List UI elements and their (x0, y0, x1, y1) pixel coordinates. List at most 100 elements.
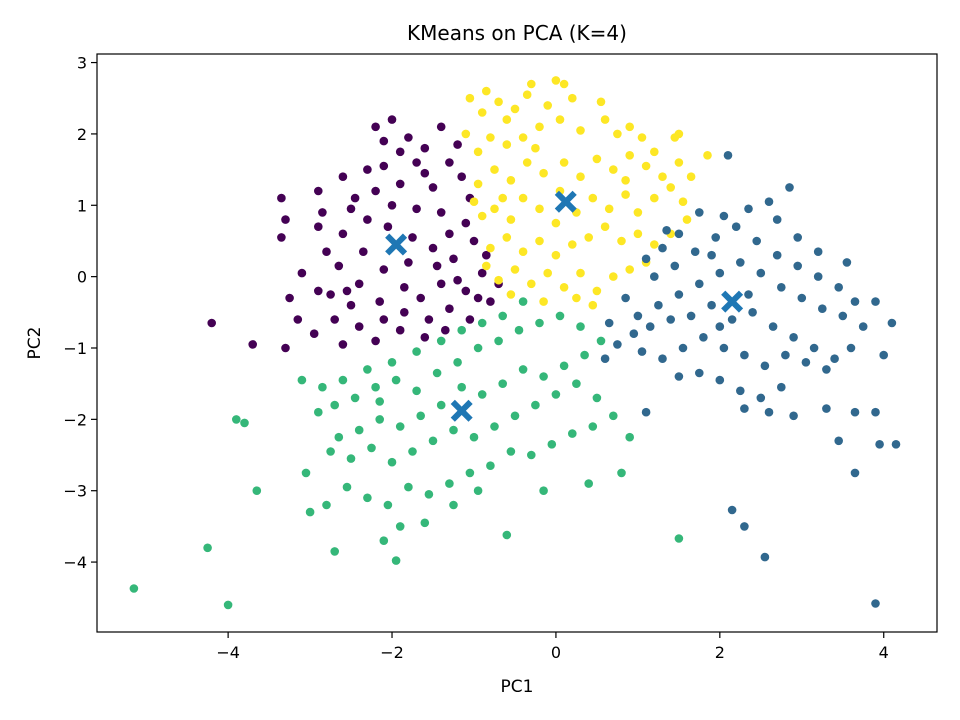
data-point (490, 204, 499, 214)
data-point (625, 122, 634, 132)
data-point (551, 250, 561, 260)
data-point (441, 325, 450, 335)
data-point (502, 140, 512, 149)
data-point (395, 325, 405, 335)
y-tick-label: 2 (77, 125, 87, 144)
data-point (518, 193, 528, 203)
data-point (539, 372, 548, 381)
data-point (395, 422, 405, 431)
centroid-marker (450, 399, 473, 422)
data-point (592, 393, 602, 403)
data-point (436, 279, 446, 289)
data-point (338, 172, 348, 181)
data-point (650, 193, 659, 203)
data-point (527, 450, 536, 460)
data-point (400, 283, 409, 292)
data-point (314, 186, 323, 196)
data-point (354, 425, 364, 435)
data-point (535, 204, 544, 214)
data-point (465, 315, 475, 324)
data-point (346, 454, 356, 463)
data-point (436, 336, 446, 346)
data-point (756, 393, 766, 403)
data-point (727, 315, 737, 324)
data-point (809, 343, 819, 353)
data-point (850, 297, 860, 306)
data-point (502, 233, 512, 242)
data-point (621, 293, 630, 303)
data-point (838, 311, 848, 321)
data-point (486, 243, 495, 253)
data-point (363, 215, 372, 224)
data-point (887, 318, 897, 328)
y-tick-label: −2 (63, 410, 87, 429)
data-point (404, 133, 413, 142)
data-point (412, 204, 421, 214)
data-point (387, 358, 397, 367)
data-point (375, 297, 385, 306)
data-point (359, 247, 368, 256)
data-point (834, 436, 843, 446)
centroid-marker (554, 190, 577, 213)
data-point (871, 599, 880, 608)
data-point (502, 115, 512, 124)
data-point (527, 279, 536, 289)
data-point (674, 534, 684, 543)
data-point (498, 311, 508, 321)
data-point (674, 372, 684, 381)
data-point (363, 165, 372, 174)
data-point (527, 79, 536, 89)
data-point (506, 176, 516, 185)
data-point (391, 556, 401, 565)
data-point (584, 233, 593, 242)
data-point (301, 468, 311, 478)
data-point (772, 215, 782, 224)
data-point (494, 275, 503, 285)
data-point (871, 297, 880, 306)
data-point (404, 482, 413, 492)
data-point (371, 382, 380, 392)
data-point (740, 522, 749, 531)
data-point (600, 354, 610, 364)
data-point (334, 432, 344, 442)
data-point (600, 222, 610, 231)
data-point (334, 261, 344, 271)
x-tick-label: −4 (216, 643, 240, 662)
data-point (322, 500, 331, 510)
data-point (568, 240, 577, 249)
data-point (477, 268, 487, 278)
data-point (203, 543, 212, 553)
data-point (785, 183, 794, 192)
data-point (506, 290, 516, 299)
data-point (420, 518, 430, 528)
data-point (531, 143, 540, 153)
data-point (482, 250, 491, 260)
data-point (326, 447, 335, 456)
chart-title: KMeans on PCA (K=4) (407, 21, 627, 45)
data-point (371, 122, 380, 132)
data-point (408, 447, 417, 456)
data-point (473, 293, 483, 303)
data-point (424, 490, 434, 499)
data-point (232, 415, 241, 424)
data-point (461, 129, 471, 139)
data-point (576, 322, 585, 331)
data-point (350, 393, 360, 403)
plot-frame (96, 53, 938, 633)
data-point (297, 375, 307, 385)
data-point (477, 211, 487, 221)
data-point (518, 297, 528, 306)
data-point (625, 151, 634, 160)
data-point (731, 222, 741, 231)
data-point (666, 183, 675, 192)
data-point (633, 229, 643, 239)
data-point (568, 93, 577, 103)
data-point (379, 161, 389, 171)
data-point (395, 147, 405, 157)
data-point (555, 115, 565, 124)
data-point (223, 600, 233, 610)
data-point (678, 197, 688, 206)
data-point (596, 336, 606, 346)
data-point (338, 340, 348, 349)
x-tick-label: 4 (879, 643, 889, 662)
